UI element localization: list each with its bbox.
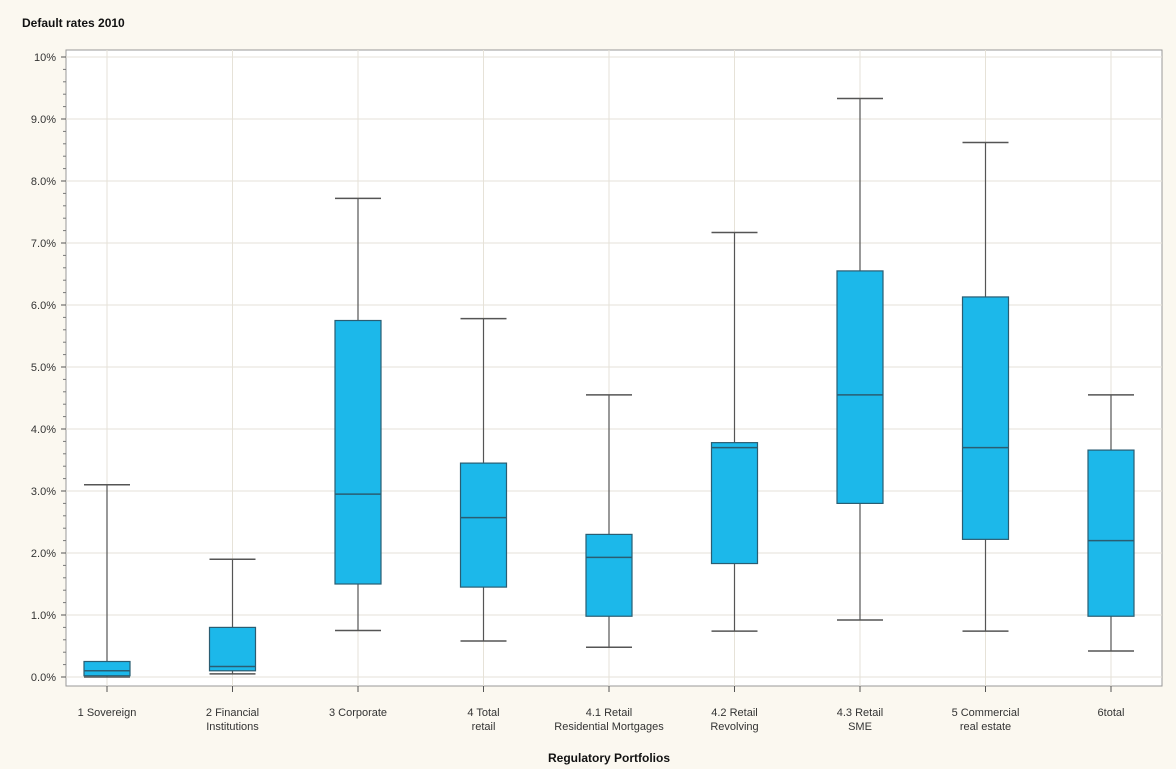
chart-title: Default rates 2010	[22, 16, 125, 30]
box-group	[459, 317, 508, 642]
x-tick-label: 3 Corporate	[329, 707, 387, 719]
y-tick-label: 3.0%	[31, 486, 56, 498]
y-tick-label: 0.0%	[31, 672, 56, 684]
box-iqr	[585, 533, 633, 617]
x-tick-label: 4.1 Retail Residential Mortgages	[554, 707, 664, 733]
box-group	[1087, 394, 1135, 652]
x-tick-label: 1 Sovereign	[78, 707, 137, 719]
box-iqr	[1087, 449, 1135, 617]
box-iqr	[208, 626, 257, 672]
x-tick-label: 6total	[1098, 707, 1125, 719]
y-tick-label: 4.0%	[31, 424, 56, 436]
x-tick-label: 5 Commercial real estate	[952, 707, 1020, 733]
x-tick-label: 4.2 Retail Revolving	[710, 707, 758, 733]
y-tick-label: 10%	[34, 52, 56, 64]
box-group	[208, 558, 257, 675]
y-tick-label: 9.0%	[31, 114, 56, 126]
box-iqr	[334, 319, 382, 585]
x-tick-label: 2 Financial Institutions	[206, 707, 259, 733]
x-tick-label: 4.3 Retail SME	[837, 707, 883, 733]
box-iqr	[836, 270, 884, 504]
y-tick-label: 2.0%	[31, 548, 56, 560]
box-iqr	[710, 442, 759, 565]
box-group	[836, 97, 884, 621]
y-tick-label: 1.0%	[31, 610, 56, 622]
box-group	[585, 394, 633, 648]
box-group	[334, 197, 382, 632]
x-axis-title: Regulatory Portfolios	[548, 751, 670, 765]
box-iqr	[459, 462, 508, 588]
axes: 0.0% 1.0% 2.0% 3.0% 4.0% 5.0% 6.0% 7.0% 8.0% 9.0%…	[31, 52, 1125, 733]
y-tick-label: 6.0%	[31, 300, 56, 312]
box-group	[710, 231, 759, 632]
y-tick-label: 5.0%	[31, 362, 56, 374]
y-tick-label: 8.0%	[31, 176, 56, 188]
box-iqr	[83, 660, 131, 677]
box-group	[961, 141, 1010, 632]
y-tick-label: 7.0%	[31, 238, 56, 250]
box-group	[83, 484, 131, 678]
x-tick-label: 4 Total retail	[467, 707, 499, 733]
boxes	[83, 97, 1135, 678]
box-iqr	[961, 296, 1010, 540]
